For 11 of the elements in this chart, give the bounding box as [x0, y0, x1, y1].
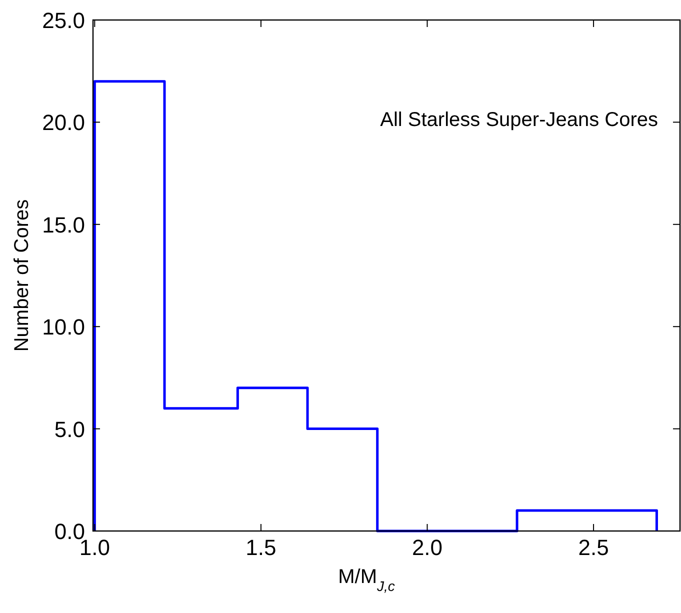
- x-tick-label: 2.5: [578, 535, 609, 560]
- x-tick-label: 1.5: [246, 535, 276, 560]
- y-tick-label: 5.0: [54, 416, 85, 442]
- x-tick-label: 2.0: [412, 535, 443, 560]
- x-axis-title: M/M$_{J,c}$: [338, 566, 395, 594]
- y-tick-label: 20.0: [42, 110, 85, 136]
- y-tick-label: 10.0: [42, 314, 85, 340]
- y-tick-label: 15.0: [42, 212, 85, 238]
- y-tick-label: 25.0: [42, 8, 85, 33]
- y-axis-title: Number of Cores: [11, 199, 33, 352]
- annotation: All Starless Super-Jeans Cores: [380, 109, 658, 131]
